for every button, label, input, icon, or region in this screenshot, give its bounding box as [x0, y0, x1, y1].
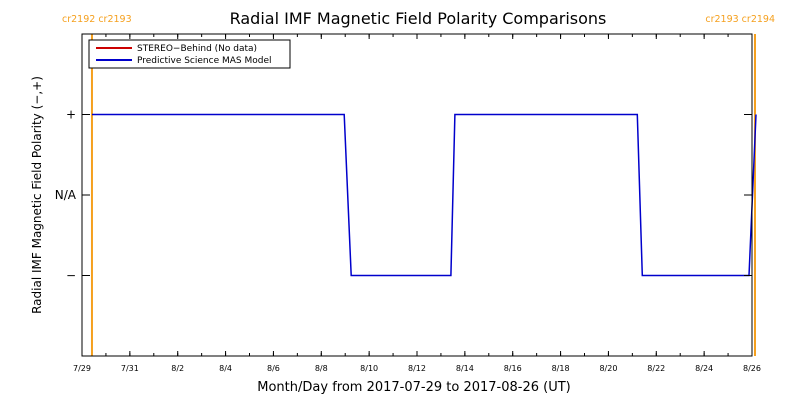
series-line-1	[92, 113, 757, 277]
y-tick-label: N/A	[55, 188, 77, 202]
x-tick-label: 8/10	[360, 364, 378, 373]
x-axis-label: Month/Day from 2017-07-29 to 2017-08-26 …	[257, 380, 570, 395]
chart-title: Radial IMF Magnetic Field Polarity Compa…	[230, 9, 607, 28]
x-tick-label: 8/2	[171, 364, 184, 373]
legend: STEREO−Behind (No data) Predictive Scien…	[88, 39, 291, 69]
legend-label-stereo: STEREO−Behind (No data)	[137, 44, 257, 54]
x-tick-label: 8/6	[267, 364, 280, 373]
y-axis-label: Radial IMF Magnetic Field Polarity (−,+)	[30, 76, 44, 314]
x-tick-label: 8/26	[743, 364, 761, 373]
plot-frame	[81, 33, 753, 357]
y-tick-label: −	[66, 269, 76, 283]
cr-label-left: cr2192 cr2193	[62, 14, 132, 25]
x-tick-label: 8/4	[219, 364, 232, 373]
x-tick-label: 7/29	[73, 364, 91, 373]
x-tick-label: 8/22	[647, 364, 665, 373]
x-tick-label: 8/20	[599, 364, 617, 373]
legend-box	[88, 39, 291, 69]
x-tick-label: 8/14	[456, 364, 474, 373]
x-tick-label: 8/18	[552, 364, 570, 373]
x-tick-label: 8/16	[504, 364, 522, 373]
x-tick-label: 8/8	[315, 364, 328, 373]
x-tick-label: 8/24	[695, 364, 713, 373]
x-tick-label: 7/31	[121, 364, 139, 373]
legend-label-mas: Predictive Science MAS Model	[137, 56, 272, 66]
y-tick-label: +	[66, 108, 76, 122]
x-tick-label: 8/12	[408, 364, 426, 373]
cr-label-right: cr2193 cr2194	[705, 14, 775, 25]
